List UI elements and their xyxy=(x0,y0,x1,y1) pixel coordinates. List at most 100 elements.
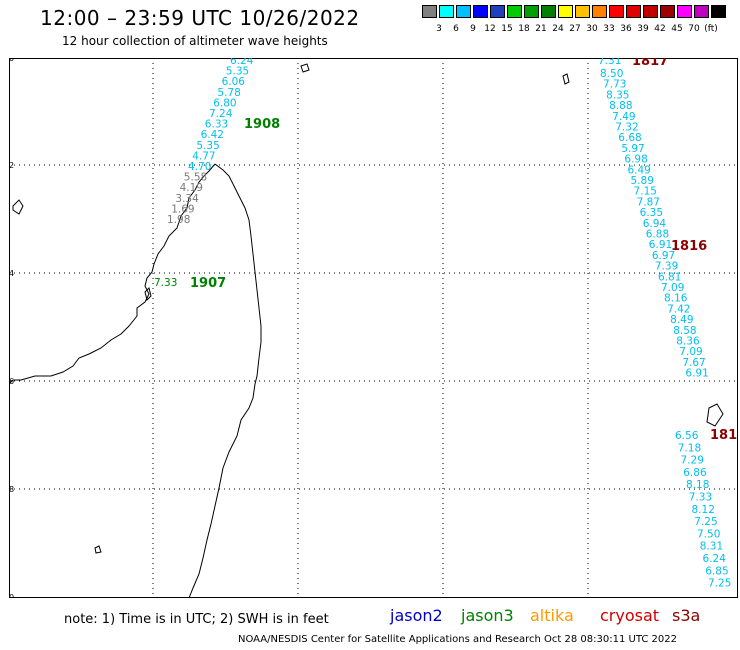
colorbar-swatch xyxy=(490,5,505,18)
lat-tick-label: -14 xyxy=(9,269,14,278)
swh-value: 6.94 xyxy=(643,218,667,230)
swh-value: 8.49 xyxy=(670,314,693,326)
swh-value: 6.85 xyxy=(705,565,728,577)
colorbar-label: 9 xyxy=(470,24,476,34)
lat-tick-label: -18 xyxy=(9,485,14,494)
map-title: 12:00 – 23:59 UTC 10/26/2022 xyxy=(40,6,360,30)
tromelin-island xyxy=(562,73,570,85)
coastlines xyxy=(9,63,724,598)
swh-value: 5.35 xyxy=(226,66,249,78)
swh-value: 5.97 xyxy=(621,143,644,155)
pass-label-1817: 1817 xyxy=(632,58,668,69)
swh-value: 8.35 xyxy=(606,89,629,101)
colorbar-swatch xyxy=(422,5,437,18)
mauritius-island xyxy=(706,403,724,427)
swh-value: 6.06 xyxy=(222,76,246,88)
swh-value: 1.69 xyxy=(171,203,194,215)
altimeter-passes: 6.245.356.065.786.807.246.336.425.354.77… xyxy=(154,58,738,590)
pass-label-1907: 1907 xyxy=(190,276,226,291)
colorbar-label: 45 xyxy=(671,24,683,34)
satellite-legend-cryosat: cryosat xyxy=(600,606,660,625)
colorbar-swatch xyxy=(694,5,709,18)
swh-value: 7.09 xyxy=(661,282,684,294)
lat-tick-label: -20 xyxy=(9,593,14,598)
swh-value: 5.58 xyxy=(184,172,207,184)
swh-value: 7.29 xyxy=(681,455,704,467)
madagascar-coast xyxy=(9,163,262,598)
colorbar-swatch xyxy=(558,5,573,18)
swh-value: 7.18 xyxy=(678,442,701,454)
swh-value: 7.39 xyxy=(655,261,678,273)
swh-value: 6.24 xyxy=(230,58,254,67)
swh-value: 7.87 xyxy=(637,196,660,208)
units-note: note: 1) Time is in UTC; 2) SWH is in fe… xyxy=(64,612,329,627)
axis-tick-labels: 454851545760-10-12-14-16-18-20 xyxy=(9,58,14,598)
swh-value: 6.98 xyxy=(624,154,647,166)
colorbar-swatch xyxy=(575,5,590,18)
swh-value: 8.31 xyxy=(700,541,723,553)
colorbar-swatch xyxy=(524,5,539,18)
swh-value: 8.36 xyxy=(676,336,700,348)
colorbar-label: 6 xyxy=(453,24,459,34)
lat-tick-label: -12 xyxy=(9,161,14,170)
colorbar-label: 27 xyxy=(569,24,581,34)
satellite-legend-jason3: jason3 xyxy=(461,606,514,625)
colorbar-swatch xyxy=(660,5,675,18)
wave-height-map: 454851545760-10-12-14-16-18-20 6.245.356… xyxy=(9,58,738,598)
swh-value: 7.33 xyxy=(689,492,712,504)
swh-value: 8.50 xyxy=(600,68,623,80)
satellite-legend-s3a: s3a xyxy=(672,606,701,625)
swh-value: 7.49 xyxy=(612,111,635,123)
swh-value: 6.56 xyxy=(675,430,699,442)
aldabra-island xyxy=(300,63,310,73)
credit-footer: NOAA/NESDIS Center for Satellite Applica… xyxy=(238,634,677,645)
swh-value: 7.25 xyxy=(708,578,731,590)
colorbar-swatch xyxy=(456,5,471,18)
comoros-island xyxy=(12,199,24,215)
swh-value: 7.25 xyxy=(694,516,717,528)
swh-value: 7.33 xyxy=(154,277,177,289)
colorbar-swatch xyxy=(507,5,522,18)
map-subtitle: 12 hour collection of altimeter wave hei… xyxy=(62,34,328,48)
swh-value: 6.81 xyxy=(658,271,681,283)
swh-value: 7.09 xyxy=(679,346,702,358)
swh-value: 6.33 xyxy=(205,119,228,131)
satellite-legend-altika: altika xyxy=(530,606,574,625)
swh-value: 5.78 xyxy=(217,87,240,99)
swh-value: 6.80 xyxy=(213,97,236,109)
pass-label-1908: 1908 xyxy=(244,117,280,132)
swh-value: 7.32 xyxy=(615,122,638,134)
map-frame xyxy=(9,58,738,598)
pass-label-1816: 1816 xyxy=(671,239,707,254)
swh-value: 7.73 xyxy=(603,79,626,91)
swh-value: 6.86 xyxy=(683,467,707,479)
colorbar-swatch xyxy=(609,5,624,18)
colorbar-label: 33 xyxy=(603,24,615,34)
swh-value: 6.91 xyxy=(649,239,672,251)
swh-value: 6.49 xyxy=(627,164,650,176)
swh-value: 5.35 xyxy=(196,140,219,152)
colorbar-label: 70 xyxy=(688,24,700,34)
colorbar-swatch xyxy=(473,5,488,18)
swh-value: 6.24 xyxy=(703,553,727,565)
colorbar-swatch xyxy=(439,5,454,18)
colorbar-label: 3 xyxy=(436,24,442,34)
colorbar-label: 15 xyxy=(501,24,513,34)
swh-value: 4.77 xyxy=(192,150,215,162)
swh-value: 4.70 xyxy=(188,161,211,173)
colorbar-label: 21 xyxy=(535,24,547,34)
graticule xyxy=(9,58,738,598)
swh-value: 6.88 xyxy=(646,229,669,241)
europa-island xyxy=(94,545,102,554)
swh-value: 7.15 xyxy=(634,186,657,198)
swh-value: 8.12 xyxy=(692,504,715,516)
colorbar-label: 18 xyxy=(518,24,530,34)
swh-value: 8.88 xyxy=(609,100,632,112)
colorbar-label: 36 xyxy=(620,24,632,34)
satellite-legend-jason2: jason2 xyxy=(390,606,443,625)
colorbar-label: 39 xyxy=(637,24,649,34)
colorbar-label: 42 xyxy=(654,24,666,34)
swh-value: 6.97 xyxy=(652,250,675,262)
swh-value: 8.18 xyxy=(686,479,709,491)
swh-value: 1.98 xyxy=(167,214,190,226)
